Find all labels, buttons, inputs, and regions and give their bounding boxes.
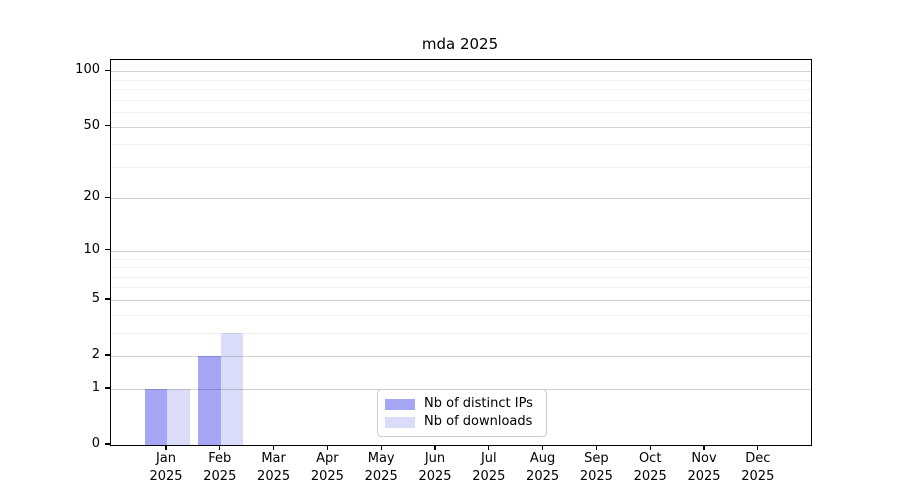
gridline-major-50 — [111, 126, 811, 128]
gridline-minor-90 — [111, 79, 811, 81]
gridline-major-2 — [111, 356, 811, 357]
y-tick-0 — [105, 443, 110, 445]
y-tick-label-0: 0 — [91, 436, 100, 451]
gridline-minor-9 — [111, 258, 811, 260]
legend-swatch-downloads-icon — [385, 416, 415, 428]
y-tick-1 — [105, 387, 110, 389]
y-tick-label-1: 1 — [91, 379, 100, 395]
gridline-major-10 — [111, 250, 811, 252]
y-tick-label-20: 20 — [83, 189, 100, 205]
gridline-minor-30 — [111, 166, 811, 168]
x-tick-label-nov: Nov 2025 — [687, 451, 721, 484]
x-tick-label-dec: Dec 2025 — [741, 451, 775, 484]
y-tick-label-100: 100 — [75, 62, 100, 78]
x-tick-label-oct: Oct 2025 — [633, 451, 667, 484]
y-tick-10 — [105, 249, 110, 251]
gridline-minor-40 — [111, 144, 811, 146]
x-tick-label-jan: Jan 2025 — [149, 451, 183, 484]
y-tick-label-2: 2 — [91, 347, 100, 362]
x-tick-apr — [326, 445, 329, 450]
y-tick-5 — [105, 298, 110, 300]
x-tick-feb — [219, 445, 221, 450]
y-tick-100 — [105, 69, 110, 71]
x-tick-label-sep: Sep 2025 — [579, 451, 613, 484]
legend-entry-distinct-ips: Nb of distinct IPs — [385, 395, 538, 413]
x-tick-label-aug: Aug 2025 — [526, 451, 560, 484]
x-tick-nov — [703, 445, 705, 450]
gridline-minor-7 — [111, 276, 811, 278]
x-tick-aug — [541, 445, 544, 450]
x-tick-mar — [272, 445, 275, 450]
y-tick-20 — [105, 196, 110, 199]
legend-entry-downloads: Nb of downloads — [385, 413, 538, 431]
y-tick-label-50: 50 — [83, 117, 100, 133]
bar-downloads-feb — [220, 332, 244, 445]
x-tick-jul — [488, 445, 490, 450]
legend-label-distinct-ips: Nb of distinct IPs — [424, 396, 533, 411]
gridline-minor-80 — [111, 89, 811, 91]
y-tick-label-10: 10 — [83, 241, 100, 257]
gridline-minor-60 — [111, 112, 811, 114]
gridline-minor-8 — [111, 267, 811, 268]
x-tick-label-feb: Feb 2025 — [203, 451, 237, 484]
x-tick-oct — [649, 445, 651, 450]
y-tick-label-5: 5 — [91, 290, 100, 306]
y-tick-2 — [105, 354, 110, 356]
x-tick-jan — [165, 445, 167, 450]
x-tick-may — [380, 445, 382, 450]
gridline-minor-6 — [111, 287, 811, 289]
y-tick-50 — [105, 124, 110, 127]
legend: Nb of distinct IPs Nb of downloads — [377, 389, 547, 437]
gridline-minor-70 — [111, 99, 811, 101]
bar-downloads-jan — [167, 388, 190, 445]
gridline-minor-4 — [111, 314, 811, 316]
chart-title: mda 2025 — [421, 35, 499, 53]
x-tick-label-may: May 2025 — [364, 451, 398, 484]
gridline-major-20 — [111, 198, 811, 200]
gridline-major-100 — [111, 71, 811, 73]
plot-area — [110, 59, 812, 446]
x-tick-label-mar: Mar 2025 — [257, 451, 291, 484]
legend-label-downloads: Nb of downloads — [424, 414, 533, 429]
bar-distinct-ips-feb — [198, 356, 221, 445]
x-tick-label-jul: Jul 2025 — [472, 451, 506, 484]
gridline-minor-3 — [111, 332, 811, 334]
x-tick-sep — [595, 445, 598, 450]
bar-distinct-ips-jan — [144, 388, 167, 445]
x-tick-label-apr: Apr 2025 — [310, 451, 344, 484]
gridline-major-5 — [111, 299, 811, 301]
x-tick-dec — [757, 445, 759, 450]
legend-swatch-distinct-ips-icon — [385, 398, 415, 410]
x-tick-label-jun: Jun 2025 — [418, 451, 452, 484]
x-tick-jun — [434, 445, 436, 450]
